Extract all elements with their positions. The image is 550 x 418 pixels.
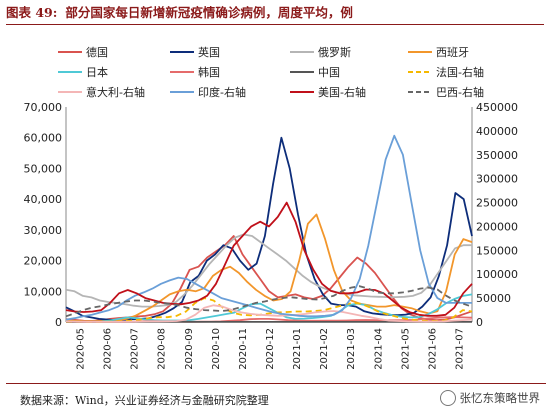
right-tick-label: 350000 [476, 149, 518, 162]
x-tick-label: 2021-05 [400, 328, 411, 370]
left-tick-label: 40,000 [24, 193, 63, 206]
legend-item: 法国-右轴 [408, 64, 484, 80]
legend-swatch [290, 51, 314, 53]
series-line-1 [65, 136, 473, 322]
legend-swatch [58, 71, 82, 73]
figure-label: 图表 49: [6, 5, 58, 20]
left-tick-label: 50,000 [24, 162, 63, 175]
x-tick-label: 2020-10 [211, 328, 222, 370]
series-line-7 [65, 297, 473, 323]
legend-item: 意大利-右轴 [58, 84, 145, 100]
legend-swatch [170, 71, 194, 73]
right-tick-label: 50000 [476, 292, 511, 305]
legend-swatch [170, 91, 194, 93]
legend-item: 中国 [290, 64, 340, 80]
figure-title-text: 部分国家每日新增新冠疫情确诊病例，周度平均，例 [65, 5, 353, 20]
legend-item: 德国 [58, 44, 108, 60]
right-tick-label: 0 [476, 316, 483, 329]
legend-label: 中国 [318, 66, 340, 79]
right-tick-label: 100000 [476, 268, 518, 281]
x-tick-label: 2020-06 [103, 328, 114, 370]
x-tick-label: 2020-12 [265, 328, 276, 370]
legend-swatch [290, 71, 314, 73]
x-tick-label: 2021-06 [427, 328, 438, 370]
wechat-icon [439, 390, 456, 406]
right-tick-label: 400000 [476, 125, 518, 138]
footer: 数据来源：Wind，兴业证券经济与金融研究院整理 张忆东策略世界 [6, 383, 546, 414]
right-tick-label: 450000 [476, 101, 518, 114]
x-tick-label: 2021-03 [346, 328, 357, 370]
legend-label: 意大利-右轴 [86, 86, 145, 99]
legend-item: 西班牙 [408, 44, 469, 60]
series-line-3 [65, 213, 473, 323]
x-tick-label: 2021-02 [319, 328, 330, 370]
legend-label: 英国 [198, 46, 220, 59]
legend-swatch [408, 91, 432, 93]
right-tick-label: 150000 [476, 244, 518, 257]
legend-label: 巴西-右轴 [436, 86, 484, 99]
line-chart: 0 10,000 20,000 30,000 40,000 50,000 60,000 70,… [24, 101, 519, 370]
left-tick-label: 30,000 [24, 224, 63, 237]
legend-swatch [408, 51, 432, 53]
legend-label: 美国-右轴 [318, 86, 366, 99]
series-line-10 [65, 201, 473, 317]
legend-item: 俄罗斯 [290, 44, 351, 60]
legend-label: 日本 [86, 66, 108, 79]
legend-swatch [408, 71, 432, 73]
legend-label: 俄罗斯 [318, 46, 351, 59]
right-tick-label: 300000 [476, 173, 518, 186]
legend-label: 德国 [86, 46, 108, 59]
watermark: 张忆东策略世界 [439, 390, 541, 406]
chart-legend: 德国 英国 俄罗斯 西班牙日本 韩国 中国 法国-右轴意大利-右轴 印度-右轴 美国-右轴 巴西-… [58, 44, 498, 102]
legend-item: 印度-右轴 [170, 84, 246, 100]
legend-swatch [58, 51, 82, 53]
left-tick-label: 20,000 [24, 255, 63, 268]
right-tick-label: 250000 [476, 197, 518, 210]
left-tick-label: 70,000 [24, 101, 63, 114]
legend-label: 西班牙 [436, 46, 469, 59]
x-tick-label: 2021-01 [292, 328, 303, 370]
legend-swatch [170, 51, 194, 53]
legend-label: 韩国 [198, 66, 220, 79]
series-line-8 [65, 304, 473, 323]
legend-swatch [290, 91, 314, 93]
x-tick-label: 2020-11 [238, 328, 249, 370]
watermark-text: 张忆东策略世界 [459, 391, 541, 405]
series-line-9 [65, 134, 472, 321]
source-note: 数据来源：Wind，兴业证券经济与金融研究院整理 [20, 394, 269, 407]
legend-label: 印度-右轴 [198, 86, 246, 99]
x-tick-label: 2020-09 [184, 328, 195, 370]
left-tick-label: 0 [55, 316, 62, 329]
right-tick-label: 200000 [476, 220, 518, 233]
figure-title: 图表 49: 部分国家每日新增新冠疫情确诊病例，周度平均，例 [6, 4, 544, 25]
x-tick-label: 2020-05 [76, 328, 87, 370]
legend-item: 巴西-右轴 [408, 84, 484, 100]
legend-item: 美国-右轴 [290, 84, 366, 100]
x-tick-label: 2021-07 [454, 328, 465, 370]
series-line-2 [65, 233, 472, 308]
x-tick-label: 2021-04 [373, 328, 384, 370]
x-tick-label: 2020-08 [157, 328, 168, 370]
left-tick-label: 60,000 [24, 132, 63, 145]
legend-item: 韩国 [170, 64, 220, 80]
series-line-4 [66, 293, 473, 323]
legend-item: 英国 [170, 44, 220, 60]
legend-label: 法国-右轴 [436, 66, 484, 79]
left-tick-label: 10,000 [24, 285, 63, 298]
legend-item: 日本 [58, 64, 108, 80]
x-tick-label: 2020-07 [130, 328, 141, 370]
legend-swatch [58, 91, 82, 93]
